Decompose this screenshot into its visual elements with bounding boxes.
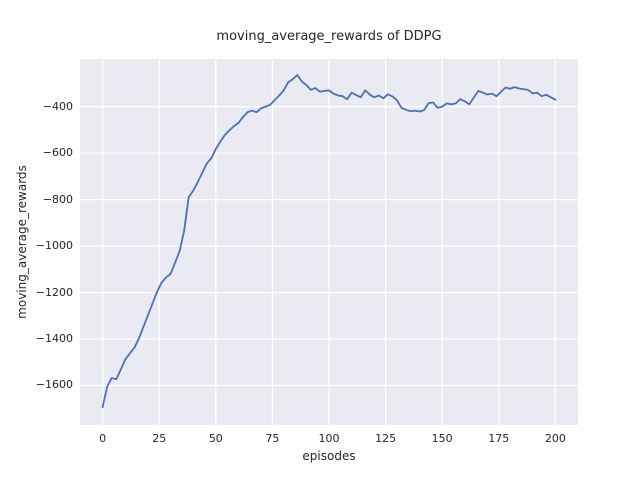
- y-tick-label: −1400: [35, 332, 73, 346]
- y-tick-label: −800: [42, 192, 73, 206]
- x-tick-label: 200: [544, 432, 566, 445]
- x-tick-label: 100: [318, 432, 340, 445]
- x-tick-label: 175: [488, 432, 510, 445]
- y-tick-label: −1600: [35, 378, 73, 392]
- y-tick-label: −400: [42, 99, 73, 113]
- x-tick-label: 150: [431, 432, 453, 445]
- x-tick-label: 50: [208, 432, 223, 445]
- x-axis-label: episodes: [302, 449, 356, 463]
- y-tick-label: −1200: [35, 285, 73, 299]
- x-tick-label: 0: [99, 432, 107, 445]
- y-tick-label: −600: [42, 146, 73, 160]
- chart-title: moving_average_rewards of DDPG: [216, 29, 442, 44]
- x-tick-label: 25: [152, 432, 167, 445]
- data-line: [101, 74, 557, 409]
- x-tick-label: 125: [375, 432, 397, 445]
- x-tick-label: 75: [265, 432, 280, 445]
- y-tick-label: −1000: [35, 239, 73, 253]
